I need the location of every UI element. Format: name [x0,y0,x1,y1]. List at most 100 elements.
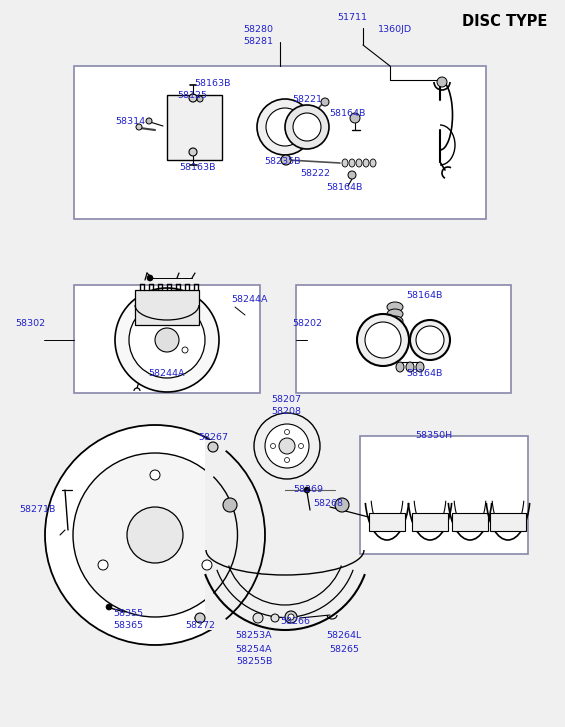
Bar [360,436,528,554]
Circle shape [321,98,329,106]
Circle shape [253,613,263,623]
Circle shape [348,171,356,179]
Ellipse shape [349,159,355,167]
Circle shape [150,470,160,480]
Circle shape [279,438,295,454]
Text: 58355: 58355 [113,608,143,617]
Text: 58254A: 58254A [236,645,272,654]
Circle shape [357,314,409,366]
Circle shape [45,425,265,645]
Ellipse shape [370,159,376,167]
Circle shape [146,118,152,124]
Text: 58164B: 58164B [406,369,442,379]
Circle shape [155,328,179,352]
Text: 58207: 58207 [271,395,301,404]
Text: 58264L: 58264L [327,632,362,640]
Circle shape [147,275,153,281]
Bar [135,290,199,325]
Circle shape [257,99,313,155]
Circle shape [416,326,444,354]
Circle shape [437,77,447,87]
Circle shape [285,611,297,623]
Ellipse shape [342,159,348,167]
Circle shape [266,108,304,146]
Text: 58267: 58267 [198,433,228,441]
Circle shape [350,113,360,123]
Bar [412,513,448,531]
Circle shape [285,457,289,462]
Circle shape [271,443,276,449]
Circle shape [202,560,212,570]
Circle shape [304,487,310,493]
Circle shape [223,498,237,512]
Circle shape [98,560,108,570]
Text: 58164B: 58164B [406,292,442,300]
Text: 58164B: 58164B [326,182,362,191]
Ellipse shape [387,309,403,319]
Circle shape [195,613,205,623]
Text: 58255B: 58255B [236,657,272,667]
Text: 58221: 58221 [292,95,322,105]
Circle shape [288,614,294,620]
Text: DISC TYPE: DISC TYPE [462,15,547,30]
Circle shape [265,424,309,468]
Circle shape [182,347,188,353]
Circle shape [136,124,142,130]
Text: 58265: 58265 [329,645,359,654]
Text: 58235B: 58235B [265,156,301,166]
Ellipse shape [416,362,424,372]
Circle shape [293,113,321,141]
Ellipse shape [406,362,414,372]
Circle shape [106,604,112,610]
Text: 58125: 58125 [177,92,207,100]
Ellipse shape [387,316,403,326]
Circle shape [410,320,450,360]
Text: 58272: 58272 [185,621,215,630]
Text: 1360JD: 1360JD [378,25,412,34]
Text: 58266: 58266 [280,617,310,627]
Circle shape [127,507,183,563]
Text: 58271B: 58271B [19,505,55,515]
Ellipse shape [387,302,403,312]
Circle shape [115,288,219,392]
Circle shape [254,413,320,479]
Text: 58365: 58365 [113,621,143,630]
Text: 51711: 51711 [337,14,367,23]
Text: 58350H: 58350H [415,432,453,441]
Circle shape [281,155,291,165]
Circle shape [197,96,203,102]
Bar [74,66,486,219]
Text: 58244A: 58244A [149,369,185,377]
Text: 58163B: 58163B [195,79,231,87]
Circle shape [285,430,289,435]
Bar [74,285,260,393]
Bar [167,95,222,160]
Circle shape [285,105,329,149]
Text: 58314: 58314 [115,118,145,126]
Bar [296,285,511,393]
Circle shape [271,614,279,622]
Text: 58253A: 58253A [236,632,272,640]
Text: 58164B: 58164B [329,108,365,118]
Circle shape [365,322,401,358]
Ellipse shape [356,159,362,167]
Text: 58302: 58302 [15,319,45,329]
Text: 58163B: 58163B [180,164,216,172]
Text: 58281: 58281 [243,38,273,47]
Text: 58244A: 58244A [232,295,268,305]
Text: 58269: 58269 [293,486,323,494]
Bar [490,513,526,531]
Ellipse shape [396,362,404,372]
Circle shape [189,94,197,102]
Bar [205,440,285,630]
Text: 58280: 58280 [243,25,273,34]
Circle shape [335,498,349,512]
Text: 58202: 58202 [292,319,322,329]
Circle shape [129,302,205,378]
Ellipse shape [363,159,369,167]
Text: 58208: 58208 [271,408,301,417]
Circle shape [189,148,197,156]
Text: 58222: 58222 [300,169,330,179]
Text: 58268: 58268 [313,499,343,507]
Bar [369,513,405,531]
